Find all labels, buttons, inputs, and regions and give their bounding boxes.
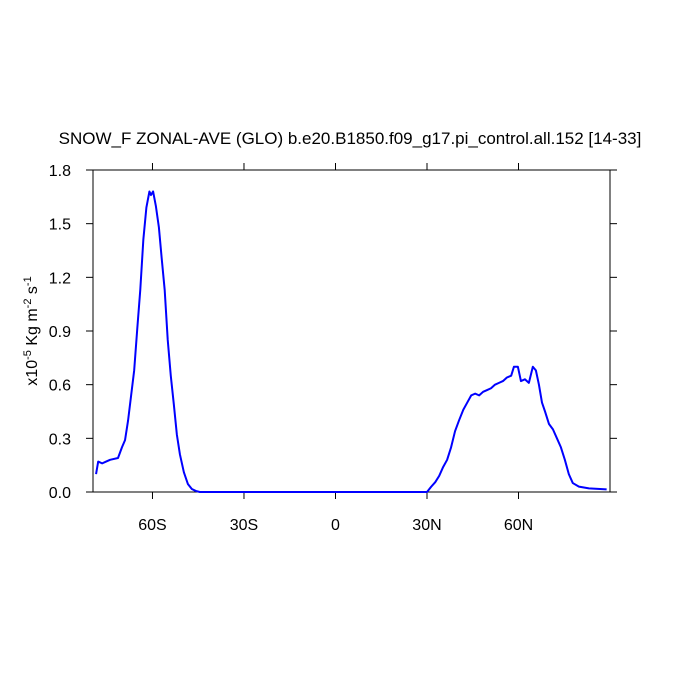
y-axis-label-part: x10 [24, 360, 41, 386]
y-axis-label-part: Kg m [24, 308, 41, 350]
y-axis-label-part: -2 [22, 299, 34, 309]
y-tick-label: 0.6 [49, 378, 71, 395]
data-line [95, 190, 607, 493]
y-tick-label: 1.8 [49, 163, 71, 180]
x-tick-label: 30N [412, 517, 441, 534]
y-tick-label: 1.2 [49, 270, 71, 287]
plot-frame [92, 169, 611, 493]
x-tick-label: 60S [138, 517, 166, 534]
y-axis-label-part: -1 [22, 276, 34, 286]
y-axis-label-part: -5 [22, 350, 34, 360]
x-tick-label: 60N [504, 517, 533, 534]
y-axis-label-part: s [24, 286, 41, 298]
y-tick-label: 0.3 [49, 431, 71, 448]
y-tick-label: 0.9 [49, 324, 71, 341]
y-tick-label: 1.5 [49, 217, 71, 234]
x-tick-label: 0 [331, 517, 340, 534]
chart-title: SNOW_F ZONAL-AVE (GLO) b.e20.B1850.f09_g… [59, 129, 642, 148]
y-tick-label: 0.0 [49, 485, 71, 502]
x-tick-label: 30S [230, 517, 258, 534]
y-axis-label: x10-5 Kg m-2 s-1 [22, 276, 41, 385]
